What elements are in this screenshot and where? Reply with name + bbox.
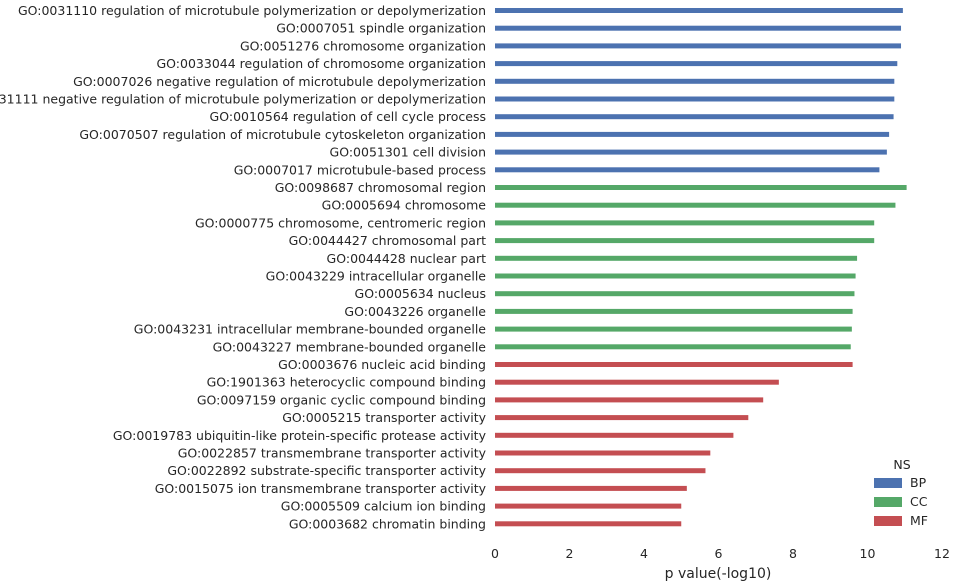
category-label: GO:0005509 calcium ion binding — [281, 499, 486, 514]
category-label: GO:0003682 chromatin binding — [289, 516, 486, 531]
bar-go-0022857 — [495, 450, 711, 456]
legend-swatch-bp — [874, 478, 902, 488]
category-label: GO:0022892 substrate-specific transporte… — [167, 463, 486, 478]
category-label: GO:0098687 chromosomal region — [275, 180, 486, 195]
legend-label-cc: CC — [910, 494, 928, 509]
x-axis-title: p value(-log10) — [665, 566, 772, 582]
category-label: GO:0019783 ubiquitin-like protein-specif… — [113, 428, 487, 443]
category-label: GO:0044428 nuclear part — [327, 251, 487, 266]
category-label: GO:0031110 regulation of microtubule pol… — [18, 3, 486, 18]
x-tick-label: 12 — [934, 546, 950, 561]
x-tick-label: 4 — [640, 546, 648, 561]
bar-go-0051276 — [495, 43, 902, 49]
legend-swatch-mf — [874, 516, 902, 526]
category-label: GO:0003676 nucleic acid binding — [278, 357, 486, 372]
bar-go-0022892 — [495, 468, 706, 474]
x-tick-label: 0 — [491, 546, 499, 561]
category-label: GO:0005215 transporter activity — [282, 410, 486, 425]
bar-go-0031111 — [495, 96, 895, 102]
bar-go-0007026 — [495, 78, 895, 84]
category-label: GO:0005694 chromosome — [322, 198, 487, 213]
bar-go-0010564 — [495, 114, 894, 120]
bar-go-0007051 — [495, 25, 902, 31]
category-labels: GO:0031110 regulation of microtubule pol… — [0, 3, 487, 531]
legend-label-mf: MF — [910, 513, 928, 528]
x-tick-label: 10 — [860, 546, 876, 561]
bar-go-0044427 — [495, 238, 875, 244]
category-label: GO:0043231 intracellular membrane-bounde… — [134, 322, 487, 337]
bar-go-0031110 — [495, 8, 903, 13]
bar-go-0015075 — [495, 485, 687, 491]
category-label: GO:0043229 intracellular organelle — [266, 269, 487, 284]
bar-go-0098687 — [495, 185, 907, 190]
bar-go-0043227 — [495, 344, 851, 350]
x-tick-label: 8 — [789, 546, 797, 561]
x-axis-ticks: 0 2 4 6 8 10 12 — [491, 546, 950, 561]
bar-go-0005634 — [495, 291, 855, 297]
x-tick-label: 6 — [715, 546, 723, 561]
bar-go-0007017 — [495, 167, 880, 173]
bar-go-0070507 — [495, 131, 890, 137]
x-tick-label: 2 — [566, 546, 574, 561]
category-label: GO:0007051 spindle organization — [276, 21, 486, 36]
bar-go-0000775 — [495, 220, 875, 226]
category-label: GO:0015075 ion transmembrane transporter… — [155, 481, 487, 496]
legend-swatch-cc — [874, 497, 902, 507]
bar-go-0005215 — [495, 415, 749, 421]
category-label: GO:0031111 negative regulation of microt… — [0, 92, 486, 107]
category-label: GO:0022857 transmembrane transporter act… — [178, 446, 487, 461]
bar-go-1901363 — [495, 379, 779, 385]
legend-title: NS — [893, 457, 910, 472]
bar-go-0019783 — [495, 432, 734, 438]
category-label: GO:0010564 regulation of cell cycle proc… — [210, 109, 486, 124]
category-label: GO:0051301 cell division — [330, 145, 486, 160]
category-label: GO:0051276 chromosome organization — [240, 38, 486, 53]
category-label: GO:0043226 organelle — [344, 304, 486, 319]
bar-go-0044428 — [495, 255, 858, 261]
bar-go-0033044 — [495, 61, 898, 67]
bar-go-0003676 — [495, 362, 853, 367]
bars — [495, 8, 907, 527]
bar-go-0051301 — [495, 149, 887, 155]
category-label: GO:0044427 chromosomal part — [289, 233, 486, 248]
legend-label-bp: BP — [910, 475, 927, 490]
category-label: GO:0007017 microtubule-based process — [234, 162, 486, 177]
bar-go-0043226 — [495, 308, 853, 314]
category-label: GO:0007026 negative regulation of microt… — [73, 74, 486, 89]
bar-go-0043231 — [495, 326, 852, 332]
bar-go-0043229 — [495, 273, 856, 279]
category-label: GO:0043227 membrane-bounded organelle — [213, 339, 487, 354]
bar-go-0005694 — [495, 202, 896, 208]
category-label: GO:0033044 regulation of chromosome orga… — [157, 56, 487, 71]
category-label: GO:0097159 organic cyclic compound bindi… — [197, 392, 486, 407]
bar-go-0097159 — [495, 397, 764, 403]
category-label: GO:0070507 regulation of microtubule cyt… — [79, 127, 486, 142]
bar-go-0005509 — [495, 503, 682, 509]
category-label: GO:0005634 nucleus — [355, 286, 486, 301]
bar-go-0003682 — [495, 521, 682, 527]
legend: NS BP CC MF — [874, 457, 928, 528]
category-label: GO:0000775 chromosome, centromeric regio… — [195, 215, 486, 230]
category-label: GO:1901363 heterocyclic compound binding — [207, 375, 486, 390]
